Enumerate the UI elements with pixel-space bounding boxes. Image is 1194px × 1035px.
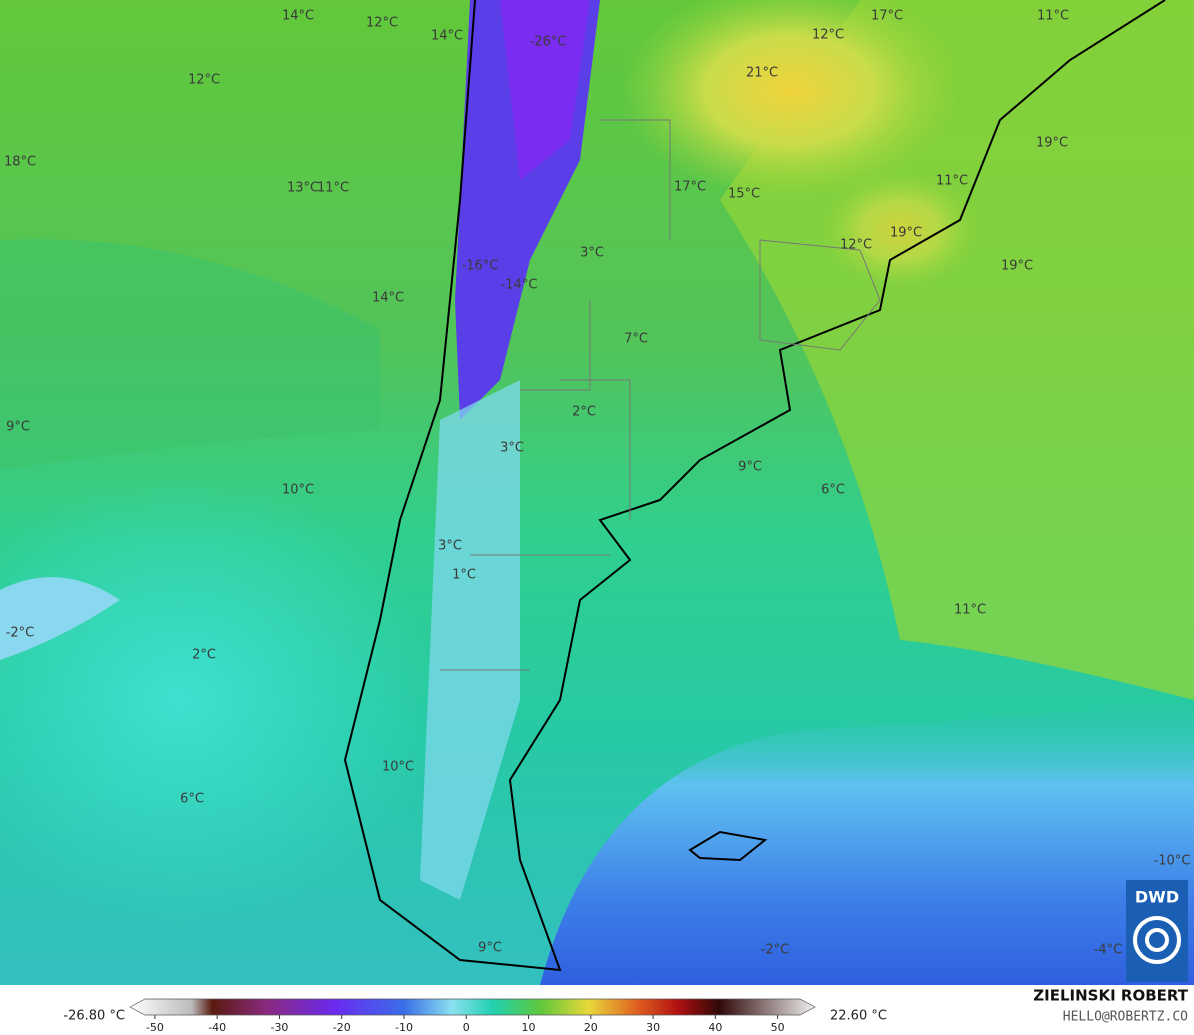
temperature-label: 9°C [6, 420, 30, 435]
temperature-label: -16°C [462, 259, 499, 274]
temperature-label: -14°C [501, 278, 538, 293]
temperature-label: 9°C [738, 460, 762, 475]
temperature-label: 13°C [287, 181, 319, 196]
temperature-label: 21°C [746, 66, 778, 81]
temperature-label: 17°C [674, 180, 706, 195]
temperature-label: 6°C [180, 792, 204, 807]
colorbar-tick-label: -10 [395, 1021, 413, 1034]
contact: HELLO@ROBERTZ.CO [1063, 1010, 1188, 1025]
temperature-label: -10°C [1154, 854, 1191, 869]
temperature-label: 10°C [382, 760, 414, 775]
temperature-label: 17°C [871, 9, 903, 24]
temperature-label: -4°C [1094, 943, 1123, 958]
temperature-label: 1°C [452, 568, 476, 583]
temperature-label: 3°C [500, 441, 524, 456]
temperature-label: 14°C [372, 291, 404, 306]
temperature-label: 6°C [821, 483, 845, 498]
colorbar-tick-label: 50 [771, 1021, 785, 1034]
colorbar-tick-label: -40 [208, 1021, 226, 1034]
temperature-label: 2°C [572, 405, 596, 420]
colorbar-max: 22.60 °C [830, 1009, 887, 1024]
temperature-label: 3°C [438, 539, 462, 554]
temperature-label: 9°C [478, 941, 502, 956]
temperature-label: 19°C [1001, 259, 1033, 274]
logo-text: DWD [1135, 888, 1179, 907]
colorbar-tick-label: 20 [584, 1021, 598, 1034]
temperature-label: 11°C [1037, 9, 1069, 24]
logo-icon [1133, 916, 1181, 964]
temperature-label: -2°C [6, 626, 35, 641]
temperature-label: 14°C [431, 29, 463, 44]
temperature-label: 11°C [954, 603, 986, 618]
temperature-label: 12°C [188, 73, 220, 88]
temperature-label: 11°C [936, 174, 968, 189]
colorbar-tick-label: 10 [522, 1021, 536, 1034]
temperature-label: 11°C [317, 181, 349, 196]
author: ZIELINSKI ROBERT [1033, 987, 1188, 1005]
temperature-label: 3°C [580, 246, 604, 261]
colorbar-ticks: -50 -40 -30 -20 -10 0 10 20 30 40 50 [146, 1015, 785, 1034]
temperature-labels: 14°C 12°C 14°C -26°C 17°C 12°C 11°C 12°C 21°C 18°… [4, 9, 1190, 958]
temperature-label: 19°C [1036, 136, 1068, 151]
temperature-label: 14°C [282, 9, 314, 24]
temperature-label: -26°C [530, 35, 567, 50]
temperature-label: 12°C [840, 238, 872, 253]
colorbar-min: -26.80 °C [63, 1009, 125, 1024]
temperature-label: 7°C [624, 332, 648, 347]
colorbar-tick-label: -30 [270, 1021, 288, 1034]
temperature-label: 10°C [282, 483, 314, 498]
map [0, 0, 1194, 985]
temperature-label: 18°C [4, 155, 36, 170]
temperature-label: -2°C [761, 943, 790, 958]
temperature-label: 12°C [366, 16, 398, 31]
temperature-label: 19°C [890, 226, 922, 241]
colorbar-tick-label: -20 [333, 1021, 351, 1034]
logo-icon [1145, 928, 1169, 952]
temperature-label: 2°C [192, 648, 216, 663]
temperature-label: 12°C [812, 28, 844, 43]
colorbar [129, 998, 816, 1016]
colorbar-tick-label: -50 [146, 1021, 164, 1034]
colorbar-tick-label: 30 [646, 1021, 660, 1034]
temperature-label: 15°C [728, 187, 760, 202]
colorbar-tick-label: 40 [708, 1021, 722, 1034]
colorbar-tick-label: 0 [463, 1021, 470, 1034]
